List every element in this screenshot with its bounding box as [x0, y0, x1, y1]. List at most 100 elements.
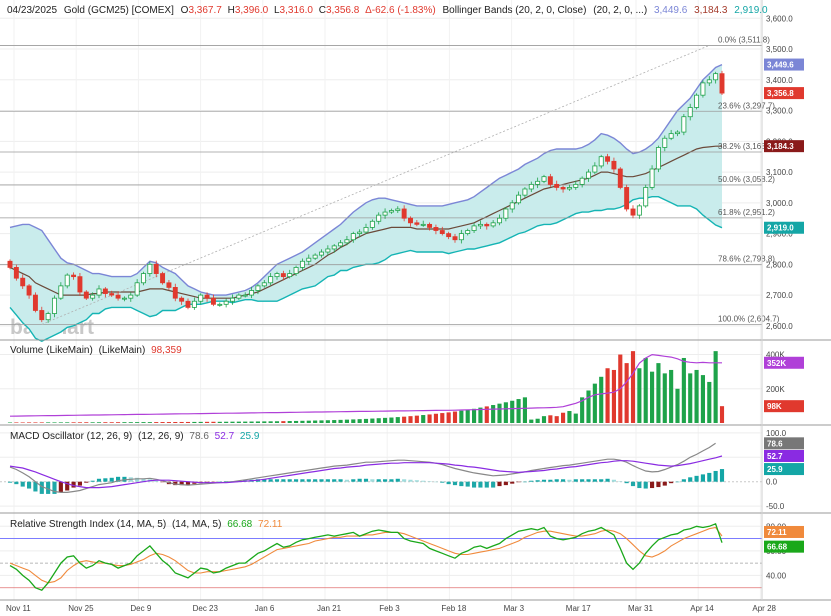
candle-body	[681, 116, 687, 133]
volume-tag: 98K	[767, 402, 782, 411]
macd-histogram-bar	[58, 481, 63, 493]
header-change: Δ-62.6 (-1.83%)	[365, 5, 436, 16]
candle-body	[331, 245, 337, 250]
macd-histogram-bar	[452, 481, 458, 486]
header-symbol: Gold (GCM25) [COMEX]	[64, 5, 174, 16]
macd-histogram-bar	[294, 479, 299, 482]
macd-histogram-bar	[630, 481, 636, 487]
candle-body	[147, 263, 153, 274]
date-axis-label: Feb 18	[441, 604, 466, 613]
volume-bar	[77, 422, 82, 423]
volume-bar	[46, 422, 51, 423]
macd-histogram-bar	[580, 479, 585, 482]
volume-bar	[433, 413, 438, 423]
volume-bar	[681, 357, 686, 423]
volume-bar	[116, 422, 121, 423]
macd-histogram-bar	[160, 481, 165, 483]
volume-axis-label: 400K	[766, 351, 785, 360]
rsi-pane[interactable]	[0, 513, 762, 600]
macd-histogram-bar	[135, 477, 140, 482]
macd-histogram-bar	[592, 479, 597, 482]
candle-body	[128, 294, 134, 299]
candle-body	[592, 165, 598, 173]
macd-histogram-bar	[611, 479, 616, 482]
date-axis-label: Mar 31	[628, 604, 653, 613]
candle-body	[376, 214, 382, 222]
volume-bar	[52, 422, 57, 423]
macd-histogram-bar	[217, 481, 222, 483]
volume-bar	[27, 422, 32, 423]
volume-bar	[147, 422, 152, 423]
macd-histogram-bar	[116, 476, 121, 482]
volume-bar	[249, 421, 254, 423]
volume-bar	[319, 420, 324, 423]
candle-body	[166, 282, 172, 288]
fibonacci-label: 0.0% (3,511.8)	[718, 35, 770, 44]
candle-body	[471, 225, 477, 231]
volume-bar	[688, 373, 693, 423]
volume-bar	[294, 420, 299, 423]
candle-body	[32, 294, 38, 311]
macd-signal-tag: 52.7	[767, 452, 783, 461]
volume-bar	[338, 419, 343, 423]
rsi-ma-tag-bg	[764, 525, 804, 538]
candle-body	[420, 223, 426, 226]
rsi-tag: 66.68	[767, 543, 788, 552]
volume-bar	[459, 410, 464, 423]
volume-bar	[478, 407, 483, 423]
candle-body	[605, 156, 611, 162]
macd-histogram-bar	[141, 478, 146, 482]
volume-bar	[503, 402, 508, 423]
volume-bar	[71, 422, 76, 423]
candle-body	[141, 273, 146, 284]
volume-bar	[491, 405, 496, 423]
macd-histogram-bar	[154, 480, 159, 482]
macd-histogram-bar	[27, 481, 32, 489]
candle-body	[408, 217, 413, 224]
macd-histogram-bar	[414, 480, 419, 482]
rsi-value-1: 66.68	[227, 519, 252, 530]
macd-signal-tag-bg	[764, 449, 804, 462]
volume-bar	[414, 415, 419, 423]
volume-bar	[351, 419, 356, 423]
volume-bar	[211, 421, 216, 423]
volume-bar	[719, 406, 725, 423]
macd-histogram-bar	[376, 479, 381, 482]
candle-body	[45, 313, 51, 321]
bb-upper-tag-bg	[764, 58, 804, 71]
macd-histogram-bar	[402, 479, 407, 482]
macd-histogram-bar	[516, 481, 521, 483]
macd-histogram-bar	[535, 480, 540, 482]
macd-histogram-bar	[573, 479, 578, 482]
macd-histogram-bar	[14, 481, 19, 485]
volume-bar	[656, 363, 661, 423]
candle-body	[134, 282, 140, 296]
volume-bar	[541, 416, 547, 423]
price-axis-label: 3,400.0	[766, 76, 793, 85]
volume-bar	[306, 420, 311, 423]
volume-bar	[630, 351, 636, 423]
date-axis-label: Jan 6	[255, 604, 275, 613]
fibonacci-label: 100.0% (2,604.7)	[718, 314, 780, 323]
volume-bar	[611, 369, 616, 423]
macd-histogram-bar	[669, 481, 674, 484]
header-date: 04/23/2025	[7, 5, 57, 16]
macd-histogram-bar	[332, 479, 337, 482]
fibonacci-label: 38.2% (3,165.3)	[718, 142, 775, 151]
candle-body	[90, 294, 96, 299]
date-axis-label: Apr 28	[752, 604, 776, 613]
volume-bar	[675, 388, 680, 423]
candle-body	[198, 294, 204, 302]
macd-histogram-bar	[185, 481, 191, 486]
macd-histogram-bar	[707, 472, 712, 482]
macd-histogram-bar	[472, 481, 477, 488]
candle-body	[293, 267, 299, 274]
volume-bar	[33, 422, 38, 423]
candle-body	[191, 300, 197, 308]
volume-title: Volume (LikeMain) (LikeMain) 98,359	[10, 345, 182, 356]
macd-pane[interactable]	[0, 425, 762, 513]
rsi-axis-label: 40.00	[766, 571, 787, 580]
candle-body	[452, 236, 458, 241]
volume-bar	[58, 422, 63, 423]
